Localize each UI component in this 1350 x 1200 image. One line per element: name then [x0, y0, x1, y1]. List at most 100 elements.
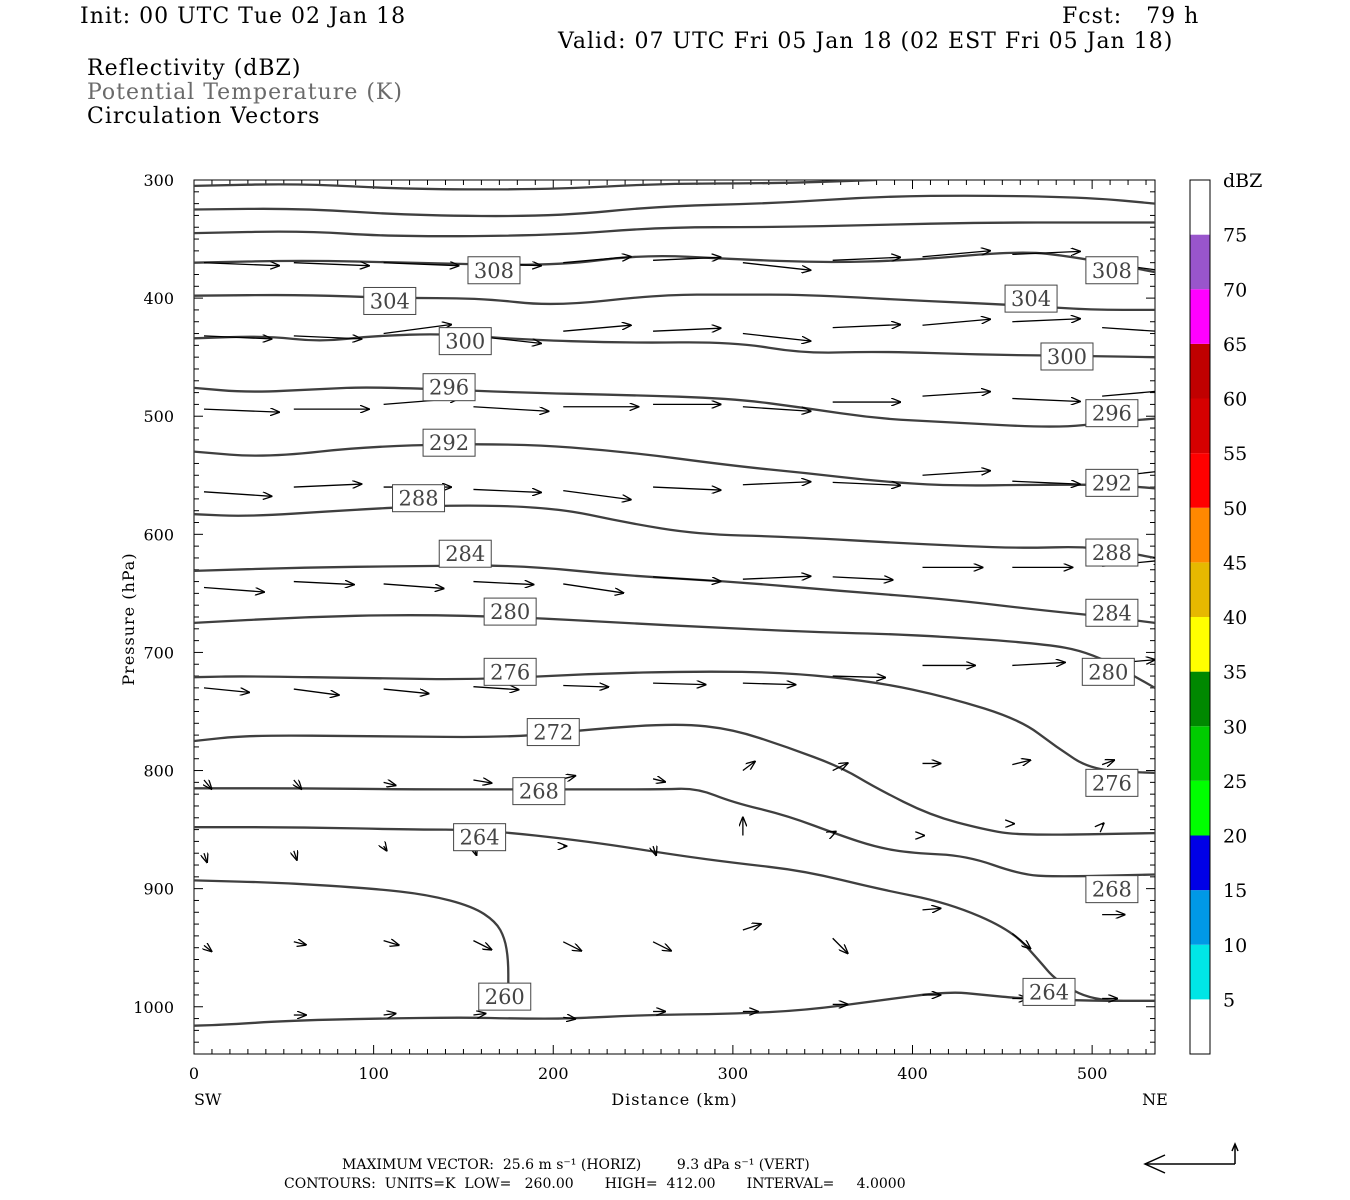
contour-label-text: 276 [490, 660, 530, 684]
contour-label-text: 300 [1047, 345, 1087, 369]
contour-label-box [1085, 875, 1139, 904]
x-tick-label: 500 [1077, 1064, 1108, 1083]
colorbar-swatch [1190, 234, 1210, 290]
circulation-vector [652, 779, 665, 782]
contour-label-box [1004, 284, 1058, 313]
circulation-vector [203, 491, 272, 497]
circulation-vector [563, 686, 608, 688]
colorbar-swatch [1190, 507, 1210, 563]
field-circulation-vectors: Circulation Vectors [87, 104, 321, 129]
circulation-vector [742, 406, 811, 412]
contour-label-box [1085, 768, 1139, 797]
colorbar-swatch [1190, 726, 1210, 781]
circulation-vector [742, 262, 811, 271]
contour-label-text: 296 [1092, 402, 1132, 426]
circulation-vector [742, 332, 811, 342]
colorbar-level-label: 40 [1223, 607, 1247, 629]
contour-label-box [1085, 256, 1139, 285]
circulation-vector [473, 406, 548, 412]
y-axis-title: Pressure (hPa) [119, 552, 138, 685]
circulation-vector [293, 582, 354, 585]
circulation-vector [922, 471, 991, 476]
contour-label-text: 268 [1092, 878, 1132, 902]
contour-label-text: 308 [474, 259, 514, 283]
circulation-vector [473, 1014, 485, 1016]
theta-contour-276 [194, 670, 1155, 775]
circulation-vector [294, 780, 302, 789]
theta-contour-260 [194, 879, 510, 989]
contour-label-text: 276 [1092, 771, 1132, 795]
circulation-vector [293, 484, 362, 487]
colorbar-swatch [1190, 780, 1210, 836]
circulation-vector [473, 780, 491, 783]
contour-label-text: 264 [460, 826, 500, 850]
colorbar-level-label: 25 [1223, 771, 1247, 793]
circulation-vector [922, 392, 991, 397]
contour-label-text: 280 [490, 600, 530, 624]
colorbar-swatch [1190, 562, 1210, 617]
theta-contour-312 [194, 221, 1155, 238]
circulation-vector [294, 851, 297, 860]
x-end-label-sw: SW [194, 1090, 222, 1109]
circulation-vector [742, 924, 761, 930]
circulation-vector [1012, 251, 1080, 254]
contour-label-box [1085, 538, 1139, 567]
axis-text: 0 100 200 300 400 500 300 400 500 600 700 800 900 100… [119, 171, 1168, 1109]
contour-label-text: 296 [429, 376, 469, 400]
y-tick-label: 300 [143, 171, 174, 190]
circulation-vector [742, 576, 811, 579]
contour-label-text: 288 [398, 487, 438, 511]
contour-label-box [512, 777, 566, 806]
contour-label-292: 292 [422, 428, 476, 457]
y-tick-label: 800 [143, 762, 174, 781]
colorbar-level-label: 5 [1223, 989, 1235, 1011]
contour-label-box [363, 286, 417, 315]
circulation-vector [473, 687, 518, 690]
contour-label-box [467, 256, 521, 285]
contour-label-text: 292 [1092, 471, 1132, 495]
colorbar-level-label: 20 [1223, 826, 1247, 848]
contour-label-272: 272 [526, 718, 580, 747]
theta-contour-308 [194, 251, 1155, 274]
circulation-vector [473, 489, 541, 492]
colorbar-level-label: 45 [1223, 552, 1247, 574]
contour-label-text: 268 [519, 780, 559, 804]
theta-contour-292 [194, 443, 1155, 490]
contour-label-276: 276 [483, 657, 537, 686]
theta-contour-268 [194, 787, 1155, 878]
theta-contour-284 [194, 564, 1155, 625]
contour-label-box [453, 823, 507, 852]
dbz-colorbar: 5 10 15 20 25 30 35 40 45 50 55 60 65 70 75 dBZ [1189, 170, 1262, 1055]
circulation-vector [203, 263, 279, 266]
circulation-vector [383, 263, 459, 266]
y-tick-label: 1000 [133, 998, 174, 1017]
circulation-vector [832, 577, 893, 580]
circulation-vector [563, 1017, 575, 1019]
contour-label-288: 288 [392, 484, 446, 513]
circulation-vector [473, 940, 491, 950]
circulation-vector [383, 941, 399, 946]
circulation-vector [1012, 760, 1030, 765]
circulation-vector [653, 257, 721, 260]
contour-label-box [483, 597, 537, 626]
circulation-vector [203, 336, 272, 339]
max-vector-note: MAXIMUM VECTOR: 25.6 m s⁻¹ (HORIZ) 9.3 d… [342, 1157, 810, 1173]
contour-label-text: 264 [1029, 980, 1069, 1004]
theta-contour-316 [194, 194, 1155, 218]
circulation-vector [1101, 760, 1114, 765]
reference-vector-icon [1143, 1142, 1239, 1174]
x-tick-label: 300 [718, 1064, 749, 1083]
colorbar-swatch [1190, 289, 1210, 344]
x-tick-label: 0 [189, 1064, 199, 1083]
circulation-vector [832, 763, 848, 772]
contour-label-text: 272 [533, 721, 573, 745]
contour-label-box [1081, 657, 1135, 686]
contour-label-296: 296 [1085, 399, 1139, 428]
contour-label-300: 300 [438, 327, 492, 356]
colorbar-swatch [1190, 671, 1210, 727]
colorbar-swatch [1190, 890, 1210, 945]
theta-contour-280 [194, 614, 1155, 689]
colorbar-swatch [1190, 453, 1210, 508]
y-tick-label: 700 [143, 643, 174, 662]
